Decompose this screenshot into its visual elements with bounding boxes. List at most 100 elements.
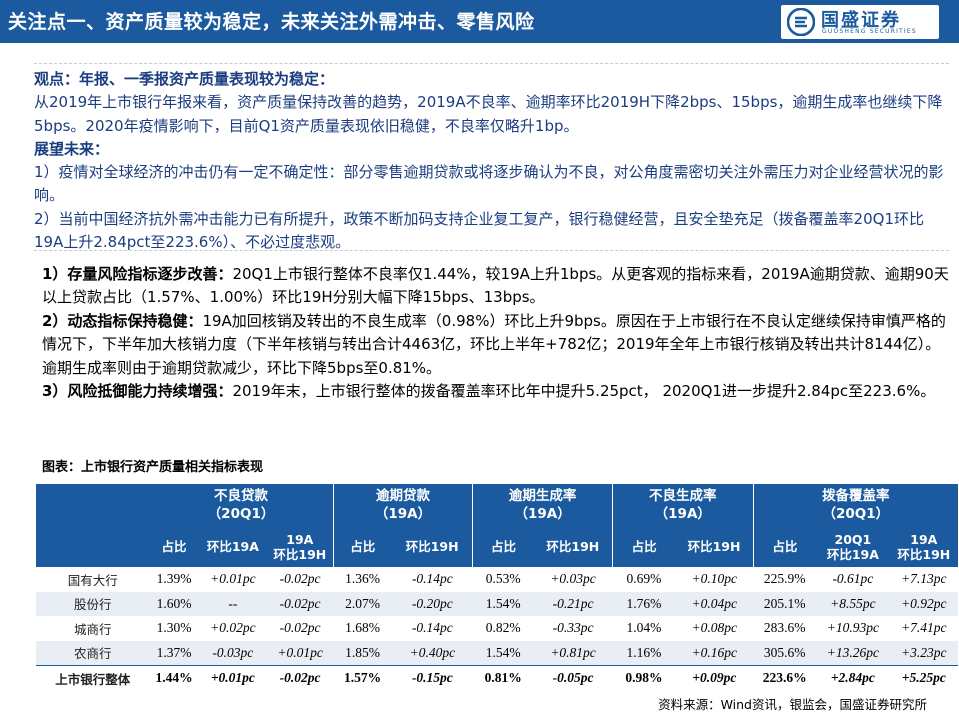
subheader-share: 占比: [472, 526, 534, 567]
table-cell: +7.41pc: [901, 620, 947, 636]
table-cell: 1.60%: [149, 591, 199, 616]
row-label: 上市银行整体: [36, 665, 150, 690]
table-cell: +0.02pc: [210, 620, 256, 636]
table-row: 国有大行 1.39% +0.01pc -0.02pc 1.36% -0.14pc 0.53%…: [36, 567, 958, 592]
subheader-qoq-19h: 环比19H: [675, 526, 754, 567]
table-cell: 1.30%: [156, 620, 192, 636]
table-cell: +0.16pc: [675, 640, 754, 666]
point-3-head: 3）风险抵御能力持续增强：: [42, 382, 233, 401]
subheader-19a-vs-19h: 19A 环比19H: [266, 526, 334, 567]
table-cell: +3.23pc: [889, 640, 958, 666]
table-cell: 0.81%: [472, 665, 534, 690]
viewpoint-box: 观点：年报、一季报资产质量表现较为稳定： 从2019年上市银行年报来看，资产质量…: [34, 63, 949, 251]
table-cell: +5.25pc: [889, 665, 958, 690]
row-label: 城商行: [73, 621, 112, 637]
table-cell: 1.76%: [612, 591, 676, 616]
source-note: 资料来源：Wind资讯，银监会，国盛证券研究所: [658, 697, 927, 712]
table-cell: 0.53%: [485, 571, 521, 587]
subheader-19a-vs-19h: 19A 环比19H: [889, 526, 958, 567]
subheader-qoq-19h: 环比19H: [533, 526, 613, 567]
group-header-provision: 拨备覆盖率 （20Q1）: [753, 484, 958, 526]
logo-text-en: GUOSHENG SECURITIES: [822, 28, 917, 35]
point-3: 3）风险抵御能力持续增强：2019年末，上市银行整体的拨备覆盖率环比年中提升5.…: [42, 380, 952, 403]
table-row: 农商行 1.37% -0.03pc +0.01pc 1.85% +0.40pc 1.54% +…: [36, 640, 958, 666]
table-cell: -0.02pc: [279, 571, 321, 587]
subheader-qoq-19h: 环比19H: [391, 526, 474, 567]
table-cell: +0.40pc: [391, 640, 473, 666]
table-cell: 305.6%: [753, 640, 817, 666]
table-cell: -0.61pc: [832, 571, 874, 587]
outlook-point-2: 2）当前中国经济抗外需冲击能力已有所提升，政策不断加码支持企业复工复产，银行稳健…: [34, 209, 924, 252]
table-cell: -0.05pc: [533, 665, 613, 690]
point-1: 1）存量风险指标逐步改善：20Q1上市银行整体不良率仅1.44%，较19A上升1…: [42, 263, 952, 310]
table-cell: 223.6%: [753, 665, 817, 690]
table-row: 股份行 1.60% -- -0.02pc 2.07% -0.20pc 1.54% -0.21p…: [36, 591, 958, 616]
table-cell: +0.01pc: [198, 665, 267, 690]
table-cell: -0.15pc: [391, 665, 473, 690]
viewpoint-text: 从2019年上市银行年报来看，资产质量保持改善的趋势，2019A不良率、逾期率环…: [34, 93, 943, 135]
viewpoint-heading: 观点：年报、一季报资产质量表现较为稳定：: [34, 70, 335, 88]
table-cell: +7.13pc: [901, 571, 947, 587]
subheader-qoq-19a: 环比19A: [198, 526, 267, 567]
table-cell: 1.37%: [149, 640, 199, 666]
point-2-body: 19A加回核销及转出的不良生成率（0.98%）环比上升9bps。原因在于上市银行…: [42, 311, 946, 377]
table-cell: 1.39%: [156, 571, 192, 587]
table-cell: -0.21pc: [533, 591, 613, 616]
group-header-overdue-gen: 逾期生成率 （19A）: [472, 484, 613, 526]
table-cell: 205.1%: [753, 591, 817, 616]
table-cell: --: [198, 591, 267, 616]
analysis-points: 1）存量风险指标逐步改善：20Q1上市银行整体不良率仅1.44%，较19A上升1…: [42, 263, 952, 403]
header-blank: [36, 484, 150, 526]
table-cell: -0.02pc: [279, 620, 321, 636]
table-cell: 0.82%: [485, 620, 521, 636]
table-cell: +0.01pc: [266, 640, 334, 666]
header-bar: 关注点一、资产质量较为稳定，未来关注外需冲击、零售风险 国盛证券 GUOSHEN…: [0, 0, 959, 43]
page-title: 关注点一、资产质量较为稳定，未来关注外需冲击、零售风险: [8, 11, 535, 33]
row-label: 农商行: [36, 640, 150, 666]
table-cell: 0.69%: [626, 571, 662, 587]
table-cell: 0.98%: [612, 665, 676, 690]
table-cell: 1.57%: [333, 665, 392, 690]
table-cell: +0.92pc: [889, 591, 958, 616]
table-cell: -0.33pc: [552, 620, 594, 636]
point-2: 2）动态指标保持稳健：19A加回核销及转出的不良生成率（0.98%）环比上升9b…: [42, 310, 952, 380]
table-cell: 1.54%: [472, 640, 534, 666]
outlook-heading: 展望未来：: [34, 139, 110, 158]
table-cell: 2.07%: [333, 591, 392, 616]
subheader-share: 占比: [333, 526, 392, 567]
table-cell: +0.01pc: [210, 571, 256, 587]
table-cell: +13.26pc: [816, 640, 890, 666]
table-row: 上市银行整体 1.44% +0.01pc -0.02pc 1.57% -0.15pc 0.8…: [36, 665, 958, 690]
header-blank-2: [36, 526, 150, 567]
point-1-body: 20Q1上市银行整体不良率仅1.44%，较19A上升1bps。从更客观的指标来看…: [42, 265, 949, 307]
table-cell: -0.20pc: [391, 591, 473, 616]
table-cell: +8.55pc: [816, 591, 890, 616]
table-cell: 1.44%: [149, 665, 199, 690]
table-cell: -0.02pc: [266, 665, 334, 690]
table-cell: +10.93pc: [826, 620, 879, 636]
table-cell: -0.14pc: [411, 620, 453, 636]
table-cell: 1.04%: [626, 620, 662, 636]
table-cell: 1.16%: [612, 640, 676, 666]
guosheng-logo-icon: [787, 8, 815, 36]
table-cell: +0.08pc: [691, 620, 738, 636]
outlook-point-1: 1）疫情对全球经济的冲击仍有一定不确定性：部分零售逾期贷款或将逐步确认为不良，对…: [34, 163, 944, 205]
subheader-share: 占比: [753, 526, 817, 567]
group-header-npl: 不良贷款 （20Q1）: [149, 484, 334, 526]
table-cell: 283.6%: [763, 620, 806, 636]
table-cell: +0.81pc: [533, 640, 613, 666]
table-cell: -0.14pc: [411, 571, 453, 587]
table-row: 城商行 1.30% +0.02pc -0.02pc 1.68% -0.14pc 0.82% -…: [36, 616, 958, 641]
point-1-head: 1）存量风险指标逐步改善：: [42, 265, 233, 283]
group-header-overdue: 逾期贷款 （19A）: [333, 484, 474, 526]
table-cell: 225.9%: [763, 571, 806, 587]
table-header-sub: 占比 环比19A 19A 环比19H 占比 环比19H 占比 环比19H 占比 环…: [36, 526, 958, 567]
subheader-20q1-vs-19a: 20Q1 环比19A: [816, 526, 890, 567]
point-3-body: 2019年末，上市银行整体的拨备覆盖率环比年中提升5.25pct， 2020Q1…: [232, 382, 936, 401]
subheader-share: 占比: [149, 526, 199, 567]
point-2-head: 2）动态指标保持稳健：: [42, 311, 203, 330]
table-cell: -0.03pc: [198, 640, 267, 666]
table-cell: +2.84pc: [816, 665, 890, 690]
table-cell: +0.04pc: [675, 591, 754, 616]
subheader-share: 占比: [612, 526, 676, 567]
